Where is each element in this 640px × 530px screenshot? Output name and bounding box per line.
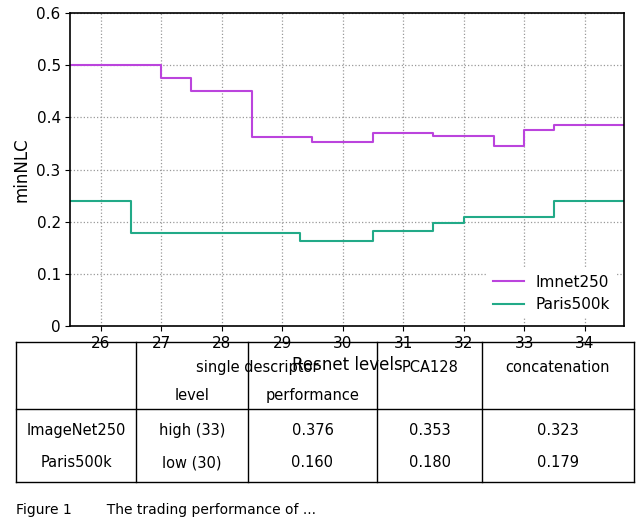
Text: 0.180: 0.180 [409,455,451,470]
Y-axis label: minNLC: minNLC [13,137,31,202]
Text: Paris500k: Paris500k [40,455,112,470]
Text: 0.376: 0.376 [291,423,333,438]
Text: level: level [175,388,209,403]
Legend: Imnet250, Paris500k: Imnet250, Paris500k [487,269,616,319]
Text: ImageNet250: ImageNet250 [26,423,126,438]
X-axis label: Resnet levels: Resnet levels [292,356,403,374]
Text: 0.179: 0.179 [537,455,579,470]
Text: Figure 1        The trading performance of ...: Figure 1 The trading performance of ... [16,503,316,517]
Text: performance: performance [266,388,360,403]
Text: 0.323: 0.323 [537,423,579,438]
Text: single descriptor: single descriptor [196,360,318,375]
Text: concatenation: concatenation [506,360,610,375]
Text: 0.160: 0.160 [291,455,333,470]
Text: high (33): high (33) [159,423,225,438]
Text: 0.353: 0.353 [409,423,451,438]
Text: low (30): low (30) [163,455,222,470]
Text: PCA128: PCA128 [401,360,458,375]
